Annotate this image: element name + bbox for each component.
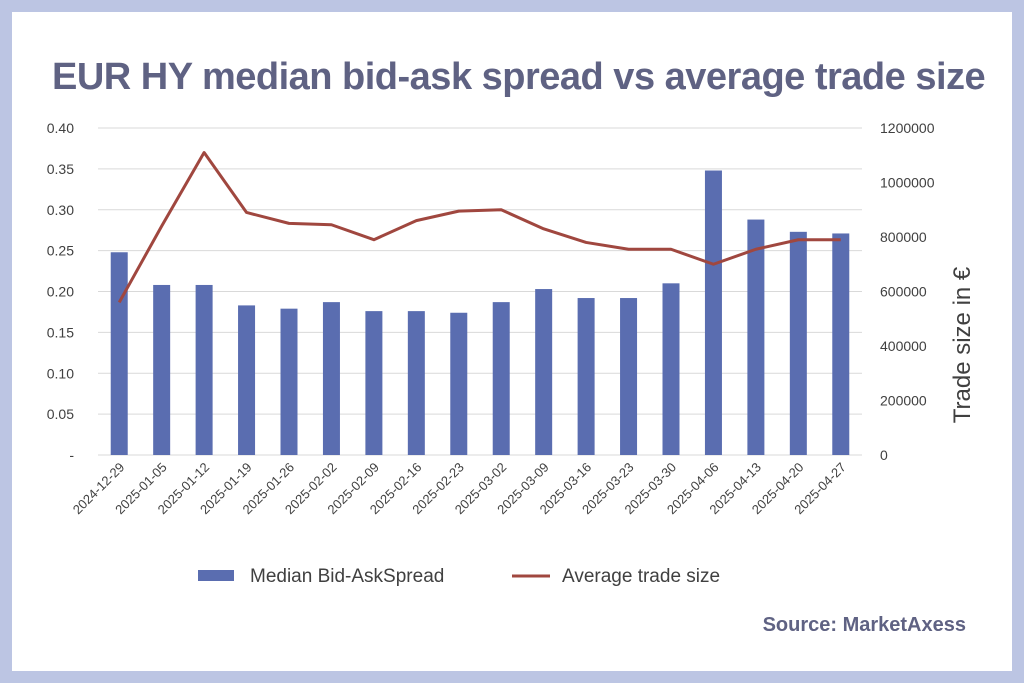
grid-lines: [98, 127, 862, 456]
bar: [322, 302, 340, 455]
bar: [450, 312, 468, 455]
right-axis-label: Trade size in €: [949, 266, 976, 423]
bar: [195, 284, 213, 455]
bar: [662, 283, 680, 455]
bar: [704, 170, 722, 455]
right-tick-label: 1000000: [880, 175, 935, 191]
bar: [280, 308, 298, 455]
right-tick-label: 1200000: [880, 120, 935, 136]
bar: [365, 311, 383, 455]
left-tick-label: 0.30: [47, 202, 74, 218]
right-tick-label: 800000: [880, 229, 927, 245]
bar: [110, 252, 128, 455]
bar: [747, 219, 765, 455]
right-tick-label: 0: [880, 447, 888, 463]
bar: [535, 289, 553, 455]
right-axis-ticks: 0 200000 400000 600000 800000 1000000 1200000: [880, 120, 935, 463]
bar: [620, 298, 638, 455]
right-tick-label: 200000: [880, 393, 927, 409]
right-tick-label: 400000: [880, 338, 927, 354]
legend-bar-swatch: [198, 570, 234, 581]
legend-line-label: Average trade size: [562, 566, 720, 587]
bar: [238, 305, 256, 455]
bar: [832, 233, 850, 455]
trade-size-line: [117, 151, 841, 304]
right-tick-label: 600000: [880, 284, 927, 300]
bar: [407, 311, 425, 455]
legend-bar-label: Median Bid-AskSpread: [250, 566, 444, 587]
left-tick-label: 0.05: [47, 406, 74, 422]
line-series: [117, 151, 841, 304]
left-tick-label: 0.35: [47, 161, 74, 177]
bar: [789, 231, 807, 455]
bar: [492, 302, 510, 455]
left-tick-label: 0.20: [47, 284, 74, 300]
left-tick-label: 0.40: [47, 120, 74, 136]
bar: [153, 284, 171, 455]
left-tick-label: 0.25: [47, 243, 74, 259]
left-tick-label: 0.10: [47, 365, 74, 381]
left-tick-label: -: [69, 447, 74, 463]
bar: [577, 298, 595, 455]
bar-series: [110, 170, 850, 455]
source-note: Source: MarketAxess: [762, 614, 966, 636]
legend: Median Bid-AskSpread Average trade size: [198, 566, 720, 587]
left-axis-ticks: - 0.05 0.10 0.15 0.20 0.25 0.30 0.35 0.40: [47, 120, 75, 463]
left-tick-label: 0.15: [47, 324, 74, 340]
x-axis-ticks: 2024-12-292025-01-052025-01-122025-01-19…: [70, 460, 849, 518]
chart-title: EUR HY median bid-ask spread vs average …: [52, 56, 986, 98]
